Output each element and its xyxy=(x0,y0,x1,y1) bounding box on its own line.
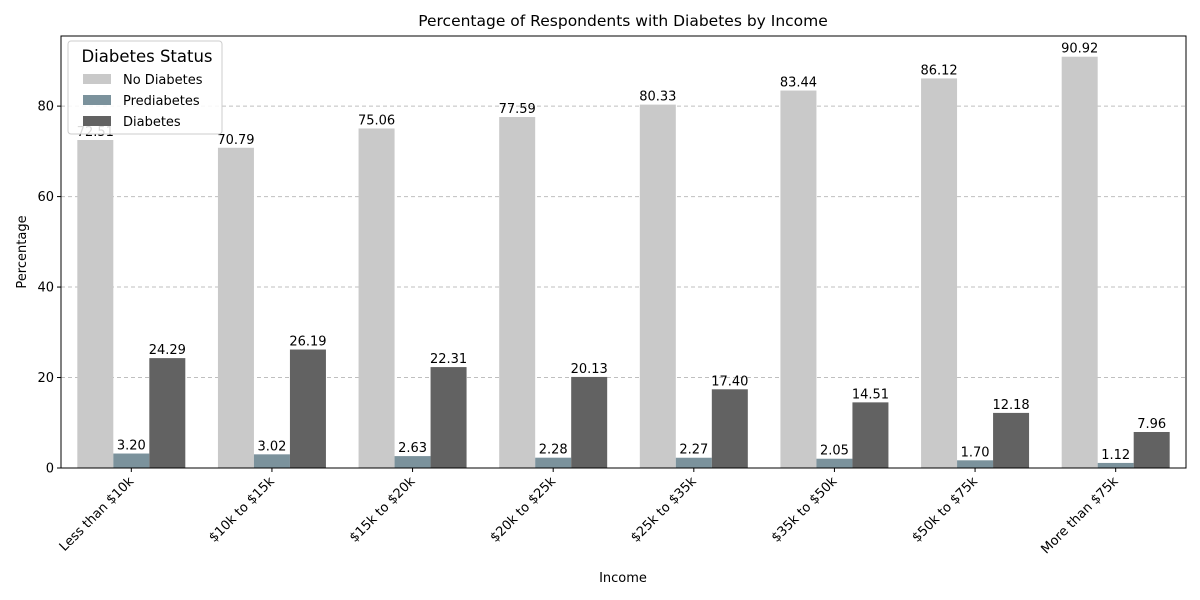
bar-no-diabetes xyxy=(77,139,114,468)
data-label: 20.13 xyxy=(571,362,608,377)
bar-no-diabetes xyxy=(1061,56,1098,469)
legend-box xyxy=(67,40,223,135)
data-label: 2.63 xyxy=(398,441,427,456)
data-label: 24.29 xyxy=(149,343,186,358)
bar-prediabetes xyxy=(394,456,431,468)
bar-prediabetes xyxy=(816,458,853,468)
bar-prediabetes xyxy=(675,457,712,468)
legend: Diabetes Status No Diabetes Prediabetes Di… xyxy=(67,40,223,135)
y-tick-label: 80 xyxy=(37,100,54,115)
bar-no-diabetes xyxy=(780,90,817,468)
axes: 0 20 40 60 80 Less than $10k $10k to $15k $15k … xyxy=(37,100,1121,558)
data-label: 12.18 xyxy=(992,398,1029,413)
x-tick-label: Less than $10k xyxy=(57,474,138,555)
x-tick-label: More than $75k xyxy=(1039,474,1122,557)
bars xyxy=(77,56,1170,469)
bar-diabetes xyxy=(711,389,748,468)
y-tick-label: 60 xyxy=(37,190,54,205)
bar-prediabetes xyxy=(253,454,290,468)
plot-area-frame xyxy=(60,35,1187,469)
bar-diabetes xyxy=(1133,431,1170,468)
x-tick-label: $20k to $25k xyxy=(488,474,560,546)
bar-prediabetes xyxy=(535,457,572,468)
legend-title: Diabetes Status xyxy=(81,47,212,66)
data-label: 17.40 xyxy=(711,374,748,389)
data-label: 2.27 xyxy=(679,443,708,458)
data-label: 75.06 xyxy=(358,113,395,128)
data-label: 77.59 xyxy=(499,102,536,117)
data-label: 22.31 xyxy=(430,352,467,367)
chart-title: Percentage of Respondents with Diabetes … xyxy=(418,12,828,30)
bar-no-diabetes xyxy=(921,78,958,468)
bar-no-diabetes xyxy=(639,104,676,468)
legend-swatch xyxy=(83,116,111,126)
bar-prediabetes xyxy=(957,460,994,468)
legend-entry-label: Diabetes xyxy=(123,115,181,130)
bar-diabetes xyxy=(852,402,889,468)
bar-diabetes xyxy=(993,412,1030,468)
data-label: 90.92 xyxy=(1061,42,1098,57)
legend-entry-label: No Diabetes xyxy=(123,73,203,88)
bar-diabetes xyxy=(289,349,326,468)
legend-swatch xyxy=(83,95,111,105)
data-label: 2.05 xyxy=(820,444,849,459)
x-tick-label: $50k to $75k xyxy=(909,474,981,546)
bar-diabetes xyxy=(571,376,608,468)
data-label: 1.70 xyxy=(961,445,990,460)
bar-no-diabetes xyxy=(358,128,395,469)
x-tick-label: $35k to $50k xyxy=(769,474,841,546)
y-axis-label: Percentage xyxy=(15,215,30,288)
y-tick-label: 0 xyxy=(46,462,54,477)
data-label: 1.12 xyxy=(1101,448,1130,463)
data-label: 83.44 xyxy=(780,76,817,91)
y-tick-label: 40 xyxy=(37,281,54,296)
bar-prediabetes xyxy=(113,453,150,468)
bar-prediabetes xyxy=(1097,462,1134,468)
y-tick-label: 20 xyxy=(37,371,54,386)
x-tick-label: $25k to $35k xyxy=(628,474,700,546)
x-tick-label: $15k to $20k xyxy=(347,474,419,546)
x-axis-label: Income xyxy=(599,571,647,586)
legend-entry-label: Prediabetes xyxy=(123,94,200,109)
bar-diabetes xyxy=(149,358,186,468)
bar-no-diabetes xyxy=(217,147,254,469)
data-labels: 72.513.2024.2970.793.0226.1975.062.6322.… xyxy=(77,42,1166,463)
bar-diabetes xyxy=(430,367,467,468)
data-label: 3.02 xyxy=(257,439,286,454)
data-label: 86.12 xyxy=(920,63,957,78)
data-label: 2.28 xyxy=(539,443,568,458)
data-label: 80.33 xyxy=(639,90,676,105)
data-label: 3.20 xyxy=(117,439,146,454)
legend-swatch xyxy=(83,74,111,84)
x-tick-label: $10k to $15k xyxy=(206,474,278,546)
data-label: 14.51 xyxy=(852,387,889,402)
data-label: 70.79 xyxy=(217,133,254,148)
bar-no-diabetes xyxy=(499,117,536,468)
data-label: 26.19 xyxy=(289,335,326,350)
data-label: 7.96 xyxy=(1137,417,1166,432)
